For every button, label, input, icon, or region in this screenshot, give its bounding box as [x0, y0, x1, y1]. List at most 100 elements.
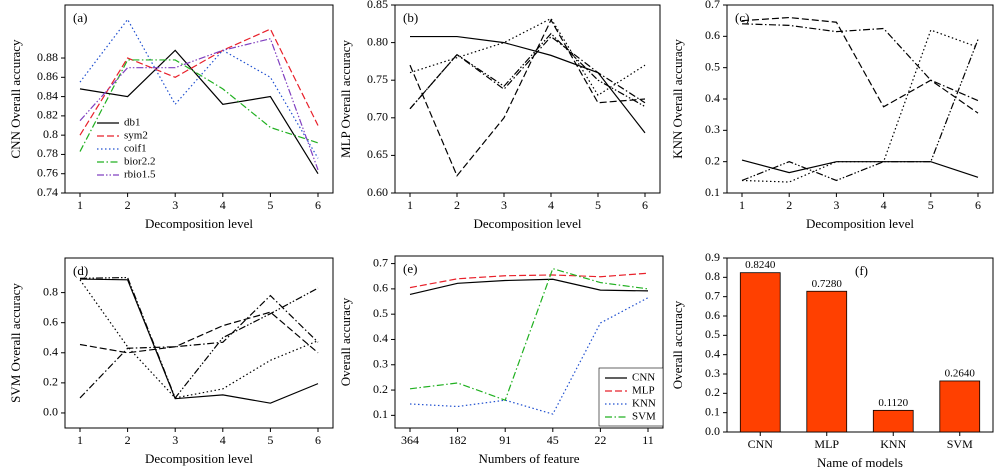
- x-tick-label: 3: [833, 198, 839, 212]
- x-tick-label: 5: [267, 433, 273, 447]
- legend-label: MLP: [632, 385, 655, 397]
- panel-label: (e): [403, 261, 417, 276]
- series-line: [741, 29, 979, 183]
- legend-label: CNN: [632, 372, 655, 384]
- y-tick-label: 0.8: [43, 127, 58, 141]
- x-tick-label: 3: [172, 198, 178, 212]
- x-tick-label: 364: [401, 433, 419, 447]
- y-tick-label: 0.5: [705, 59, 720, 73]
- x-tick-label: 22: [594, 433, 606, 447]
- x-tick-label: KNN: [880, 437, 906, 451]
- y-tick-label: 0.3: [373, 357, 388, 371]
- x-axis-label: Decomposition level: [145, 216, 253, 231]
- panel-label: (c): [735, 10, 749, 25]
- x-tick-label: 5: [928, 198, 934, 212]
- x-tick-label: 6: [975, 198, 981, 212]
- x-tick-label: 182: [449, 433, 467, 447]
- plot-frame: [394, 4, 661, 194]
- y-tick-label: 0.2: [373, 382, 388, 396]
- plot-frame: [726, 257, 994, 433]
- legend-label: bior2.2: [124, 156, 155, 168]
- y-tick-label: 0.0: [43, 405, 58, 419]
- x-tick-label: 5: [267, 198, 273, 212]
- series-line: [409, 32, 646, 110]
- y-axis-label: Overall accuracy: [670, 300, 685, 389]
- y-tick-label: 0.60: [367, 185, 388, 199]
- x-tick-label: 91: [499, 433, 511, 447]
- series-line: [409, 297, 649, 415]
- legend-label: db1: [124, 117, 141, 129]
- legend-label: rbio1.5: [124, 169, 156, 181]
- y-tick-label: 0.1: [705, 404, 720, 418]
- y-tick-label: 0.1: [373, 407, 388, 421]
- panel-label: (d): [73, 263, 88, 278]
- y-tick-label: 0.4: [373, 331, 388, 345]
- bar: [806, 290, 848, 433]
- series-line: [79, 28, 319, 136]
- y-tick-label: 0.8: [705, 269, 720, 283]
- series-line: [79, 18, 319, 159]
- y-tick-label: 0.4: [43, 345, 58, 359]
- series-line: [79, 38, 319, 171]
- series-line: [741, 39, 979, 182]
- x-tick-label: 11: [642, 433, 654, 447]
- x-tick-label: 4: [220, 433, 226, 447]
- legend-label: coif1: [124, 143, 147, 155]
- x-axis-label: Decomposition level: [806, 216, 914, 231]
- y-tick-label: 0.7: [705, 0, 720, 11]
- series-line: [79, 311, 319, 354]
- y-tick-label: 0.3: [705, 122, 720, 136]
- series-line: [79, 278, 319, 404]
- y-tick-label: 0.6: [705, 308, 720, 322]
- series-line: [409, 35, 646, 110]
- x-tick-label: 1: [77, 198, 83, 212]
- series-line: [741, 159, 979, 178]
- panel-label: (a): [73, 10, 87, 25]
- y-tick-label: 0.78: [37, 146, 58, 160]
- y-tick-label: 0.8: [43, 284, 58, 298]
- y-tick-label: 0.2: [705, 385, 720, 399]
- x-tick-label: CNN: [748, 437, 774, 451]
- x-tick-label: 3: [501, 198, 507, 212]
- y-tick-label: 0.9: [705, 250, 720, 264]
- legend-label: KNN: [632, 398, 656, 410]
- y-tick-label: 0.65: [367, 147, 388, 161]
- panel-label: (f): [855, 263, 868, 278]
- y-tick-label: 0.5: [705, 327, 720, 341]
- x-axis-label: Decomposition level: [145, 451, 253, 466]
- plot-frame: [64, 257, 334, 429]
- x-axis-label: Name of models: [817, 455, 903, 469]
- x-tick-label: 2: [125, 433, 131, 447]
- y-tick-label: 0.6: [373, 281, 388, 295]
- x-tick-label: 3: [172, 433, 178, 447]
- legend-label: sym2: [124, 130, 148, 142]
- y-tick-label: 0.70: [367, 110, 388, 124]
- plot-frame: [394, 255, 664, 429]
- series-line: [410, 35, 646, 134]
- y-axis-label: SVM Overall accuracy: [8, 283, 23, 403]
- y-tick-label: 0.7: [705, 288, 720, 302]
- y-tick-label: 0.4: [705, 91, 720, 105]
- y-tick-label: 0.74: [37, 185, 58, 199]
- bar: [872, 409, 914, 433]
- y-axis-label: KNN Overall accuracy: [670, 39, 685, 159]
- x-axis-label: Numbers of feature: [478, 451, 579, 466]
- x-tick-label: 1: [77, 433, 83, 447]
- bar: [939, 380, 981, 433]
- series-line: [79, 49, 319, 175]
- bar-value-label: 0.1120: [878, 397, 908, 409]
- y-tick-label: 0.4: [705, 346, 720, 360]
- x-tick-label: 2: [786, 198, 792, 212]
- x-tick-label: 2: [454, 198, 460, 212]
- y-tick-label: 0.0: [705, 424, 720, 438]
- x-tick-label: 6: [642, 198, 648, 212]
- series-line: [79, 279, 319, 399]
- bar-value-label: 0.2640: [945, 367, 976, 379]
- y-axis-label: Overall accuracy: [338, 297, 353, 386]
- x-tick-label: 4: [220, 198, 226, 212]
- legend-label: SVM: [632, 411, 656, 423]
- x-tick-label: 4: [548, 198, 554, 212]
- series-line: [79, 276, 319, 400]
- bar: [739, 272, 781, 433]
